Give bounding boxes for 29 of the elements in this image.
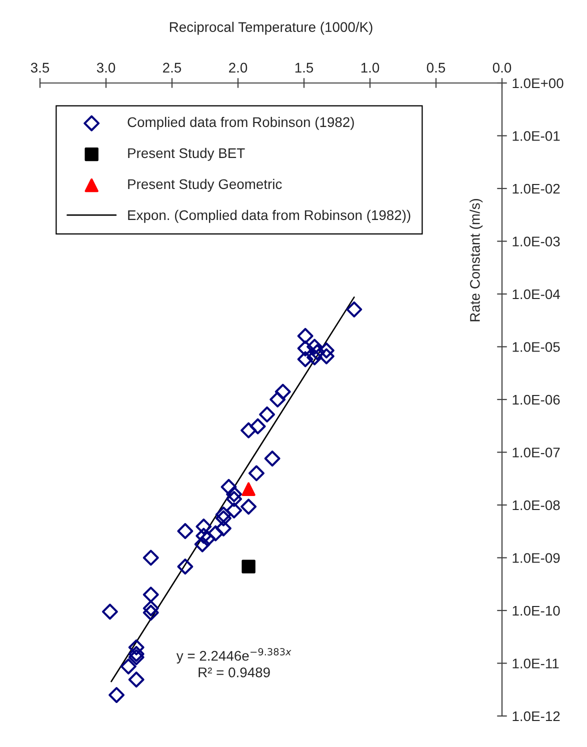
- legend-label: Present Study BET: [128, 148, 245, 161]
- x-axis-title: Reciprocal Temperature (1000/K): [170, 22, 372, 35]
- y-tick-label: 1.0E-04: [512, 289, 560, 300]
- y-tick-label: 1.0E+00: [512, 78, 564, 88]
- x-tick-label: 1.5: [295, 62, 314, 73]
- legend-label: Complied data from Robinson (1982): [128, 116, 354, 130]
- annotation: y = 2.2446e$^{−9.383x}$: [176, 648, 292, 664]
- legend-label: Expon. (Complied data from Robinson (1982)): [128, 210, 410, 223]
- x-tick-label: 1.0: [361, 62, 380, 73]
- x-tick-label: 2.5: [163, 62, 182, 73]
- y-tick-label: 1.0E-06: [512, 394, 560, 405]
- y-tick-label: 1.0E-07: [512, 448, 560, 458]
- x-tick-label: 2.0: [229, 62, 248, 73]
- y-tick-label: 1.0E-02: [512, 184, 560, 194]
- x-tick-label: 0.5: [426, 62, 446, 73]
- y-tick-label: 1.0E-03: [512, 236, 560, 246]
- y-axis-title: Rate Constant (m/s): [470, 198, 483, 322]
- y-tick-label: 1.0E-11: [512, 658, 559, 668]
- annotation: R² = 0.9489: [198, 667, 270, 678]
- y-tick-label: 1.0E-08: [512, 500, 560, 510]
- y-tick-label: 1.0E-12: [512, 711, 560, 722]
- y-tick-label: 1.0E-10: [512, 606, 560, 616]
- x-tick-label: 3.0: [96, 62, 116, 73]
- legend-label: Present Study Geometric: [128, 178, 282, 192]
- x-tick-label: 3.5: [30, 62, 50, 73]
- x-tick-label: 0.0: [492, 62, 512, 73]
- y-tick-label: 1.0E-05: [512, 342, 560, 352]
- y-tick-label: 1.0E-09: [512, 553, 560, 563]
- y-tick-label: 1.0E-01: [512, 131, 560, 141]
